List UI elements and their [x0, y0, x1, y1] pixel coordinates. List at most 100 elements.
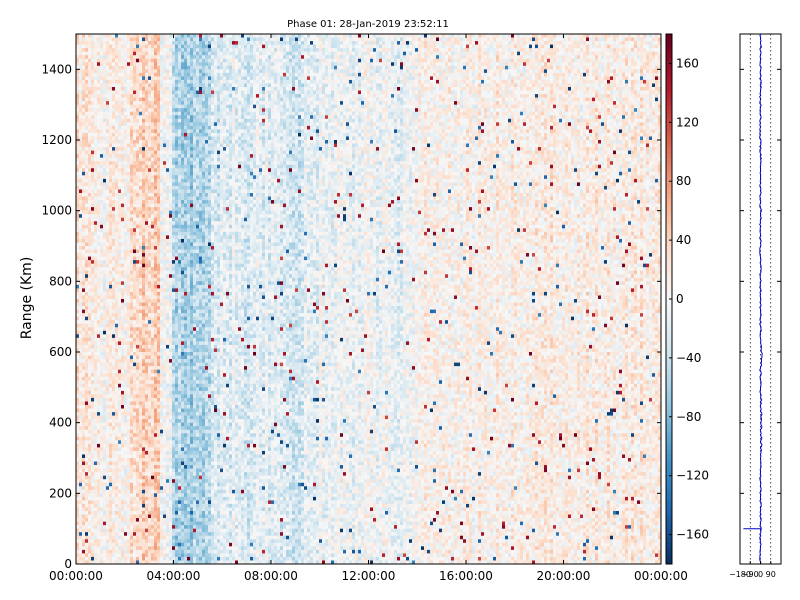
heatmap-cell: [106, 429, 110, 434]
heatmap-cell: [127, 299, 131, 303]
heatmap-cell: [166, 380, 170, 385]
heatmap-cell: [100, 507, 104, 512]
heatmap-cell: [118, 344, 122, 349]
heatmap-cell: [160, 228, 164, 233]
heatmap-cell: [154, 235, 158, 240]
heatmap-cell: [109, 129, 113, 134]
heatmap-cell: [136, 263, 140, 268]
heatmap-cell: [106, 97, 110, 102]
heatmap-cell: [91, 440, 95, 445]
heatmap-cell: [118, 475, 122, 480]
heatmap-cell: [160, 415, 164, 420]
heatmap-cell: [76, 203, 80, 208]
heatmap-cell: [136, 161, 140, 166]
heatmap-cell: [133, 556, 137, 561]
heatmap-cell: [97, 352, 101, 356]
heatmap-cell: [103, 556, 107, 561]
heatmap-cell: [133, 309, 137, 314]
heatmap-cell: [148, 486, 152, 491]
heatmap-cell: [172, 178, 176, 183]
heatmap-cell: [160, 263, 164, 268]
heatmap-cell: [163, 207, 167, 212]
heatmap-cell: [88, 108, 92, 113]
heatmap-cell: [103, 129, 107, 134]
heatmap-cell: [139, 101, 143, 106]
heatmap-cell: [85, 207, 89, 212]
heatmap-cell: [169, 440, 173, 445]
heatmap-cell: [127, 182, 131, 187]
heatmap-cell: [88, 525, 92, 530]
heatmap-cell: [100, 472, 104, 477]
heatmap-cell: [100, 532, 104, 537]
heatmap-cell: [160, 503, 164, 508]
heatmap-cell: [85, 150, 89, 155]
heatmap-cell: [127, 246, 131, 250]
heatmap-cell: [76, 115, 80, 120]
heatmap-cell: [79, 51, 83, 56]
heatmap-cell: [157, 101, 161, 106]
heatmap-cell: [139, 556, 143, 561]
heatmap-cell: [100, 553, 104, 558]
heatmap-cell: [82, 528, 86, 533]
heatmap-cell: [91, 422, 95, 427]
heatmap-cell: [91, 525, 95, 530]
heatmap-cell: [100, 291, 104, 296]
heatmap-cell: [160, 210, 164, 215]
heatmap-cell: [154, 132, 158, 137]
heatmap-cell: [136, 330, 140, 335]
heatmap-cell: [172, 79, 176, 84]
heatmap-cell: [157, 104, 161, 109]
heatmap-cell: [145, 405, 149, 409]
heatmap-cell: [148, 454, 152, 459]
heatmap-cell: [160, 528, 164, 533]
heatmap-cell: [109, 65, 113, 70]
heatmap-cell: [76, 193, 80, 197]
heatmap-cell: [139, 373, 143, 378]
heatmap-cell: [94, 200, 98, 204]
heatmap-cell: [76, 486, 80, 491]
heatmap-cell: [109, 104, 113, 109]
heatmap-cell: [163, 511, 167, 515]
heatmap-cell: [115, 366, 119, 371]
heatmap-cell: [130, 327, 134, 332]
heatmap-cell: [148, 507, 152, 512]
heatmap-cell: [124, 337, 128, 342]
heatmap-cell: [82, 104, 86, 109]
heatmap-cell: [157, 362, 161, 367]
heatmap-cell: [118, 171, 122, 176]
heatmap-cell: [115, 154, 119, 159]
heatmap-cell: [151, 352, 155, 356]
heatmap-cell: [154, 122, 158, 127]
heatmap-cell: [121, 373, 125, 378]
heatmap-cell: [130, 154, 134, 159]
heatmap-cell: [130, 447, 134, 452]
heatmap-cell: [169, 221, 173, 226]
heatmap-cell: [91, 83, 95, 88]
heatmap-cell: [106, 539, 110, 544]
heatmap-cell: [175, 41, 179, 45]
heatmap-cell: [100, 263, 104, 268]
heatmap-cell: [166, 514, 170, 519]
heatmap-cell: [127, 546, 131, 551]
heatmap-cell: [103, 330, 107, 335]
heatmap-cell: [151, 468, 155, 473]
heatmap-cell: [94, 556, 98, 561]
heatmap-cell: [103, 493, 107, 498]
heatmap-cell: [148, 175, 152, 180]
heatmap-cell: [91, 185, 95, 190]
heatmap-cell: [115, 500, 119, 505]
heatmap-cell: [175, 175, 179, 180]
heatmap-cell: [142, 41, 146, 45]
heatmap-cell: [133, 83, 137, 88]
heatmap-cell: [85, 168, 89, 173]
heatmap-cell: [91, 253, 95, 257]
heatmap-cell: [118, 535, 122, 540]
heatmap-cell: [148, 525, 152, 530]
heatmap-cell: [115, 556, 119, 561]
heatmap-cell: [97, 348, 101, 353]
heatmap-cell: [94, 525, 98, 530]
heatmap-cell: [145, 157, 149, 162]
heatmap-cell: [157, 450, 161, 455]
heatmap-cell: [172, 76, 176, 81]
heatmap-cell: [163, 104, 167, 109]
